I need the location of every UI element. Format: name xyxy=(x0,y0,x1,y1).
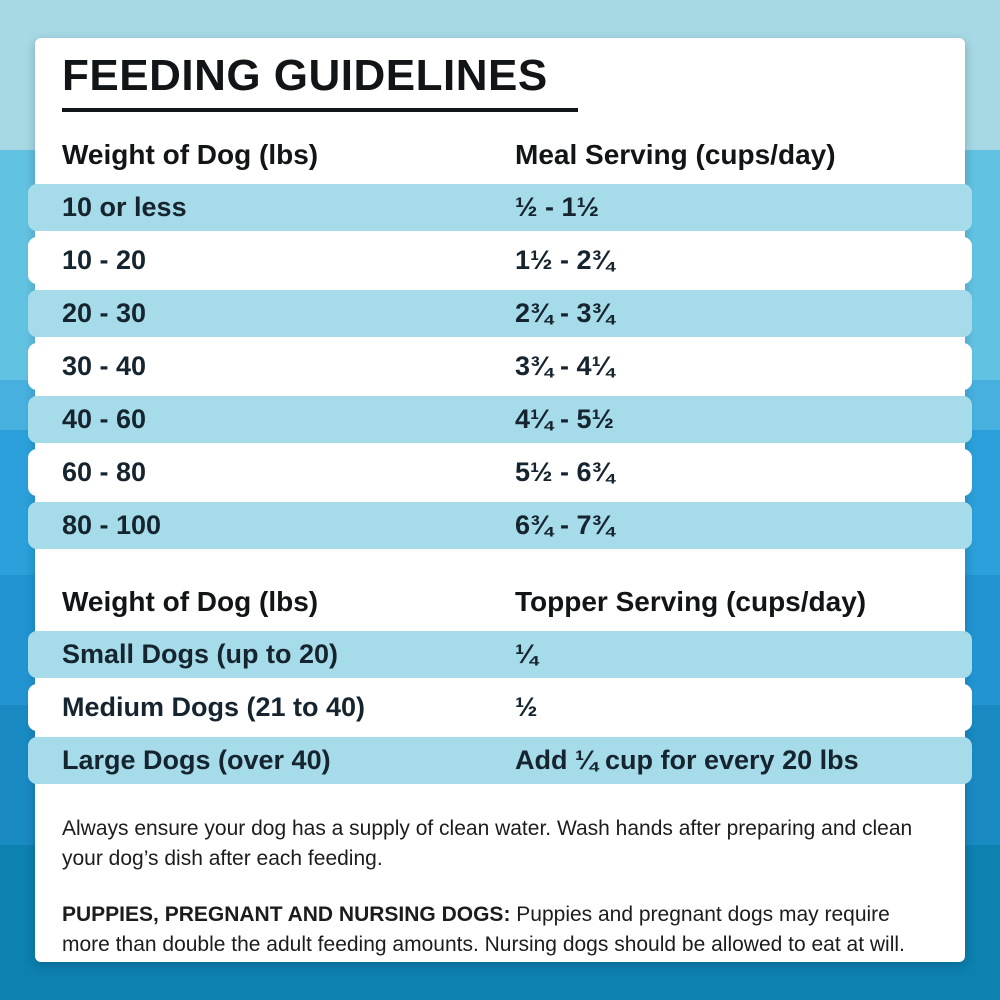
puppies-note: PUPPIES, PREGNANT AND NURSING DOGS: Pupp… xyxy=(62,900,938,960)
table-row: 10 - 20 1½ - 2¾ xyxy=(28,237,972,284)
meal-table-header-row: Weight of Dog (lbs) Meal Serving (cups/d… xyxy=(28,138,972,172)
water-note-line1: Always ensure your dog has a supply of c… xyxy=(62,817,913,840)
weight-cell: 30 - 40 xyxy=(62,351,147,381)
topper-table-header-row: Weight of Dog (lbs) Topper Serving (cups… xyxy=(28,585,972,619)
water-note-line2: your dog’s dish after each feeding. xyxy=(62,847,383,870)
table-row: Large Dogs (over 40) Add ¼ cup for every… xyxy=(28,737,972,784)
meal-serving-table: Weight of Dog (lbs) Meal Serving (cups/d… xyxy=(28,138,972,549)
meal-weight-column-header: Weight of Dog (lbs) xyxy=(62,139,319,170)
serving-cell: 2¾ - 3¾ xyxy=(515,298,615,328)
weight-cell: 10 or less xyxy=(62,192,187,222)
weight-cell: Medium Dogs (21 to 40) xyxy=(62,692,366,722)
table-row: 30 - 40 3¾ - 4¼ xyxy=(28,343,972,390)
serving-cell: 6¾ - 7¾ xyxy=(515,510,615,540)
table-row: Medium Dogs (21 to 40) ½ xyxy=(28,684,972,731)
table-row: 20 - 30 2¾ - 3¾ xyxy=(28,290,972,337)
serving-cell: ¼ xyxy=(515,639,538,669)
puppies-note-line2: more than double the adult feeding amoun… xyxy=(62,933,905,956)
serving-cell: Add ¼ cup for every 20 lbs xyxy=(515,745,859,775)
table-row: 40 - 60 4¼ - 5½ xyxy=(28,396,972,443)
serving-cell: 1½ - 2¾ xyxy=(515,245,615,275)
feeding-guidelines-card: FEEDING GUIDELINES Weight of Dog (lbs) M… xyxy=(28,38,972,962)
title-underline xyxy=(62,108,578,112)
weight-cell: Small Dogs (up to 20) xyxy=(62,639,339,669)
serving-cell: 5½ - 6¾ xyxy=(515,457,615,487)
page-title: FEEDING GUIDELINES xyxy=(62,51,548,100)
water-note: Always ensure your dog has a supply of c… xyxy=(62,814,938,874)
weight-cell: Large Dogs (over 40) xyxy=(62,745,331,775)
weight-cell: 10 - 20 xyxy=(62,245,147,275)
weight-cell: 20 - 30 xyxy=(62,298,147,328)
table-row: 80 - 100 6¾ - 7¾ xyxy=(28,502,972,549)
topper-serving-table: Weight of Dog (lbs) Topper Serving (cups… xyxy=(28,585,972,784)
topper-weight-column-header: Weight of Dog (lbs) xyxy=(62,586,319,617)
serving-cell: ½ xyxy=(515,692,538,722)
table-row: 10 or less ½ - 1½ xyxy=(28,184,972,231)
topper-serving-column-header: Topper Serving (cups/day) xyxy=(515,586,867,617)
meal-serving-column-header: Meal Serving (cups/day) xyxy=(515,139,836,170)
serving-cell: 3¾ - 4¼ xyxy=(515,351,615,381)
table-row: 60 - 80 5½ - 6¾ xyxy=(28,449,972,496)
puppies-note-line1: Puppies and pregnant dogs may require xyxy=(510,903,890,926)
table-row: Small Dogs (up to 20) ¼ xyxy=(28,631,972,678)
puppies-note-label: PUPPIES, PREGNANT AND NURSING DOGS: xyxy=(62,903,511,926)
weight-cell: 60 - 80 xyxy=(62,457,147,487)
serving-cell: ½ - 1½ xyxy=(515,192,600,222)
notes-section: Always ensure your dog has a supply of c… xyxy=(35,814,965,960)
weight-cell: 80 - 100 xyxy=(62,510,162,540)
weight-cell: 40 - 60 xyxy=(62,404,147,434)
serving-cell: 4¼ - 5½ xyxy=(515,404,615,434)
